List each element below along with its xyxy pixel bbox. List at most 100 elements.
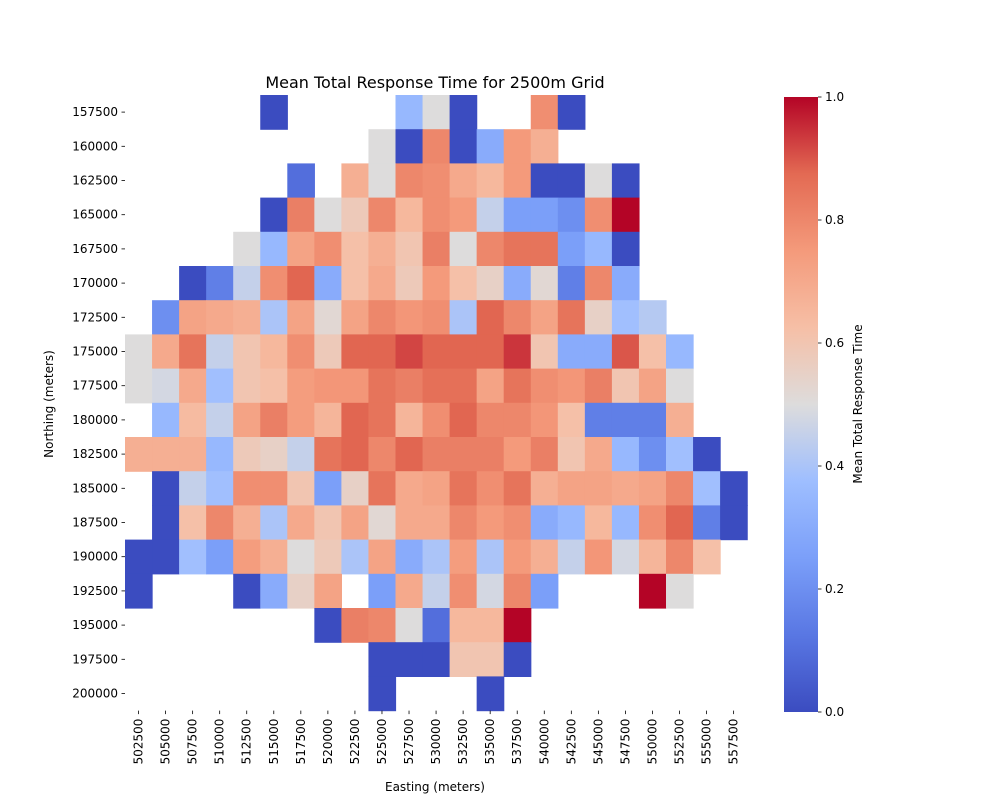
heatmap-cell [530, 505, 559, 541]
heatmap-cell [341, 266, 370, 301]
heatmap-cell [314, 505, 342, 541]
heatmap-cell [557, 231, 586, 267]
heatmap-cell [638, 334, 667, 370]
y-axis-ticks: 157500 160000 162500 165000 167500 170000 1725… [72, 105, 125, 701]
heatmap-cell [611, 231, 640, 267]
heatmap-cell [422, 129, 451, 164]
heatmap-cell [314, 539, 342, 575]
heatmap-cell [666, 437, 694, 472]
heatmap-cell [584, 368, 613, 404]
heatmap-cell [395, 642, 424, 677]
heatmap-cell [611, 163, 640, 199]
heatmap-cell [449, 505, 478, 541]
heatmap-cell [611, 505, 640, 541]
heatmap-cell [530, 437, 559, 472]
chart-title: Mean Total Response Time for 2500m Grid [265, 73, 604, 92]
heatmap-cell [260, 231, 288, 267]
heatmap-cell [584, 437, 613, 472]
x-tick-label: 542500 [564, 719, 578, 765]
heatmap-cell [368, 573, 397, 609]
y-tick-label: 190000 [72, 550, 118, 564]
heatmap-cell [125, 437, 153, 472]
heatmap-cell [584, 505, 613, 541]
heatmap-cell [503, 266, 532, 301]
heatmap-cell [260, 95, 288, 130]
heatmap-cell [368, 300, 397, 335]
heatmap-cell [206, 300, 234, 335]
y-tick-label: 172500 [72, 310, 118, 324]
heatmap-cell [368, 197, 397, 233]
heatmap-cell [422, 163, 451, 199]
heatmap-cell [666, 368, 694, 404]
heatmap-cell [368, 402, 397, 438]
colorbar-ticks: 0.0 0.2 0.4 0.6 0.8 1.0 [818, 90, 844, 719]
heatmap-cell [503, 539, 532, 575]
heatmap-cell [476, 642, 505, 677]
heatmap-cell [314, 231, 342, 267]
colorbar-tick-label: 0.2 [825, 582, 844, 596]
heatmap-cell [503, 573, 532, 609]
heatmap-cell [449, 608, 478, 643]
y-axis-label: Northing (meters) [42, 350, 56, 458]
heatmap-cell [584, 402, 613, 438]
heatmap-cell [476, 539, 505, 575]
heatmap-cell [449, 437, 478, 472]
heatmap-cell [476, 163, 505, 199]
heatmap-cell [233, 573, 261, 609]
heatmap-cell [611, 300, 640, 335]
heatmap-cell [449, 300, 478, 335]
heatmap-cell [449, 266, 478, 301]
heatmap-cell [584, 334, 613, 370]
heatmap-cell [260, 539, 288, 575]
heatmap-cell [557, 471, 586, 506]
heatmap-cell [260, 573, 288, 609]
x-axis-label: Easting (meters) [385, 780, 485, 794]
heatmap-cell [314, 300, 342, 335]
colorbar-tick-label: 0.6 [825, 336, 844, 350]
heatmap-cell [530, 266, 559, 301]
heatmap-cell [314, 197, 342, 233]
heatmap-cell [368, 539, 397, 575]
heatmap-cell [341, 231, 370, 267]
heatmap-cell [233, 266, 261, 301]
heatmap-cell [666, 402, 694, 438]
heatmap-cell [449, 642, 478, 677]
heatmap-cell [476, 300, 505, 335]
heatmap-cell [395, 334, 424, 370]
y-tick-label: 177500 [72, 379, 118, 393]
x-tick-label: 520000 [321, 719, 335, 765]
heatmap-cell [693, 471, 721, 506]
heatmap-cell [287, 300, 315, 335]
y-tick-label: 187500 [72, 516, 118, 530]
heatmap-cell [584, 471, 613, 506]
x-tick-label: 507500 [186, 719, 200, 765]
heatmap-cell [638, 402, 667, 438]
heatmap-cell [287, 163, 315, 199]
heatmap-cell [666, 471, 694, 506]
heatmap-cell [503, 163, 532, 199]
heatmap-cell [503, 505, 532, 541]
heatmap-cell [530, 95, 559, 130]
heatmap-cell [314, 608, 342, 643]
heatmap-cell [557, 266, 586, 301]
heatmap-cell [449, 402, 478, 438]
heatmap-cell [638, 539, 667, 575]
heatmap-cell [206, 334, 234, 370]
heatmap-cell [341, 197, 370, 233]
heatmap-cell [476, 573, 505, 609]
heatmap-cell [557, 402, 586, 438]
heatmap-cell [152, 300, 180, 335]
heatmap-cell [368, 471, 397, 506]
heatmap-cell [395, 402, 424, 438]
heatmap-cell [395, 608, 424, 643]
x-tick-label: 515000 [267, 719, 281, 765]
heatmap-cell [422, 334, 451, 370]
x-tick-label: 535000 [483, 719, 497, 765]
heatmap-cell [179, 539, 207, 575]
heatmap-cell [179, 437, 207, 472]
heatmap-cell [260, 300, 288, 335]
heatmap-cell [557, 163, 586, 199]
heatmap-cell [260, 197, 288, 233]
heatmap-cell [422, 95, 451, 130]
heatmap-cell [341, 334, 370, 370]
